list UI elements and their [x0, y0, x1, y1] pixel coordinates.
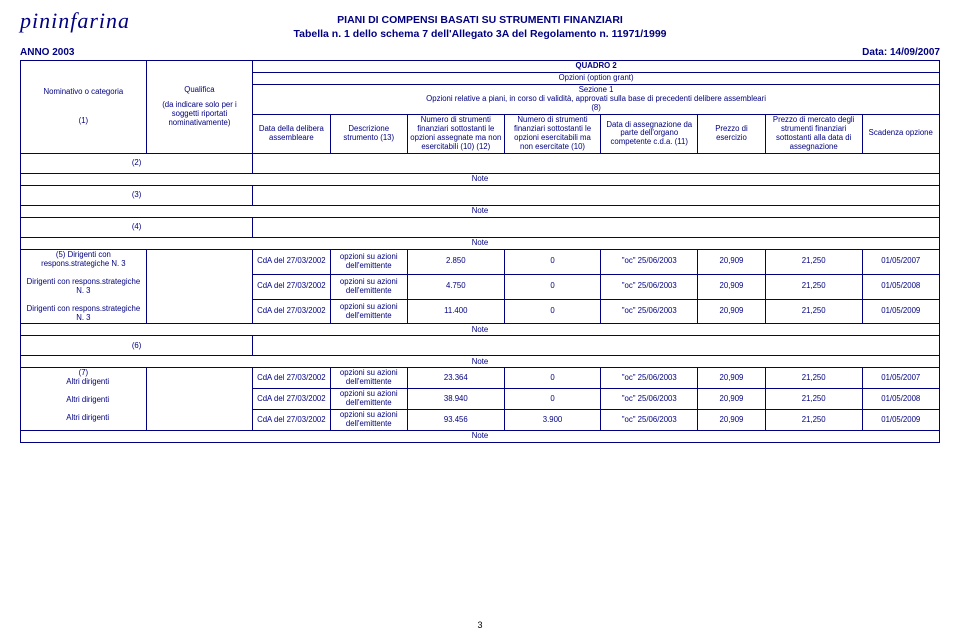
- row-5-2-cda: CdA del 27/03/2002: [253, 299, 330, 324]
- col-non-esercitate: Numero di strumenti finanziari sottostan…: [504, 115, 601, 154]
- row-7-2-opz: opzioni su azioni dell'emittente: [330, 410, 407, 431]
- head-nominativo-ref: (1): [23, 117, 144, 126]
- head-nominativo: Nominativo o categoria (1): [21, 61, 147, 154]
- row-2-idx: (2): [21, 153, 253, 173]
- row-7-1-v5: 21,250: [765, 389, 862, 410]
- row-5-2-v4: 20,909: [698, 299, 766, 324]
- row-5-2-opz: opzioni su azioni dell'emittente: [330, 299, 407, 324]
- row-7-2-v1: 93.456: [407, 410, 504, 431]
- row-5-1-v5: 21,250: [765, 274, 862, 299]
- date-label: Data: 14/09/2007: [862, 47, 940, 58]
- table-row: (5) Dirigenti con respons.strategiche N.…: [21, 249, 940, 274]
- title-line-1: PIANI DI COMPENSI BASATI SU STRUMENTI FI…: [20, 14, 940, 28]
- row-7-0-v5: 21,250: [765, 368, 862, 389]
- row-3-note: Note: [21, 205, 940, 217]
- document-title: PIANI DI COMPENSI BASATI SU STRUMENTI FI…: [20, 14, 940, 41]
- row-6-idx: (6): [21, 336, 253, 356]
- row-5-0-opz: opzioni su azioni dell'emittente: [330, 249, 407, 274]
- head-qualifica-text: Qualifica: [149, 86, 250, 95]
- row-5-2-name: Dirigenti con respons.strategiche N. 3: [27, 304, 141, 322]
- row-5-2-v5: 21,250: [765, 299, 862, 324]
- row-4-note: Note: [21, 237, 940, 249]
- row-5-0-v3: "oc" 25/06/2003: [601, 249, 698, 274]
- row-7-2-v5: 21,250: [765, 410, 862, 431]
- row-5-0-name: Dirigenti con respons.strategiche N. 3: [41, 250, 126, 268]
- row-7-1-v1: 38.940: [407, 389, 504, 410]
- row-7-2-v6: 01/05/2009: [862, 410, 939, 431]
- row-2-note: Note: [21, 173, 940, 185]
- row-5-2-v6: 01/05/2009: [862, 299, 939, 324]
- row-5-1-v2: 0: [504, 274, 601, 299]
- table-row: (7) Altri dirigenti Altri dirigenti Altr…: [21, 368, 940, 389]
- row-7-0-opz: opzioni su azioni dell'emittente: [330, 368, 407, 389]
- row-5-2-v3: "oc" 25/06/2003: [601, 299, 698, 324]
- col-prezzo-mercato: Prezzo di mercato degli strumenti finanz…: [765, 115, 862, 154]
- row-6-note: Note: [21, 356, 940, 368]
- row-5-0-v2: 0: [504, 249, 601, 274]
- row-7-2-v2: 3.900: [504, 410, 601, 431]
- row-7-1-v6: 01/05/2008: [862, 389, 939, 410]
- row-5-0-v5: 21,250: [765, 249, 862, 274]
- col-descrizione: Descrizione strumento (13): [330, 115, 407, 154]
- row-7-1-v2: 0: [504, 389, 601, 410]
- head-qualifica-sub: (da indicare solo per i soggetti riporta…: [149, 101, 250, 128]
- row-5-0-v1: 2.850: [407, 249, 504, 274]
- row-5-1-opz: opzioni su azioni dell'emittente: [330, 274, 407, 299]
- row-5-0-v4: 20,909: [698, 249, 766, 274]
- row-5-1-v6: 01/05/2008: [862, 274, 939, 299]
- row-4-idx: (4): [21, 217, 253, 237]
- row-5-2-v2: 0: [504, 299, 601, 324]
- row-7-1-name: Altri dirigenti: [66, 395, 109, 404]
- row-7-0-cda: CdA del 27/03/2002: [253, 368, 330, 389]
- row-7-0-v4: 20,909: [698, 368, 766, 389]
- col-scadenza: Scadenza opzione: [862, 115, 939, 154]
- quadro-header: QUADRO 2: [253, 61, 940, 73]
- row-5-1-cda: CdA del 27/03/2002: [253, 274, 330, 299]
- sezione-ref: (8): [255, 104, 937, 113]
- col-prezzo-esercizio: Prezzo di esercizio: [698, 115, 766, 154]
- row-5-1-v3: "oc" 25/06/2003: [601, 274, 698, 299]
- row-7-0-v2: 0: [504, 368, 601, 389]
- col-data-assegnazione: Data di assegnazione da parte dell'organ…: [601, 115, 698, 154]
- head-qualifica: Qualifica (da indicare solo per i sogget…: [146, 61, 252, 154]
- col-non-esercitabili: Numero di strumenti finanziari sottostan…: [407, 115, 504, 154]
- row-7-idx: (7): [79, 368, 89, 377]
- row-7-0-v1: 23.364: [407, 368, 504, 389]
- col-data-delibera: Data della delibera assembleare: [253, 115, 330, 154]
- row-7-note: Note: [21, 431, 940, 443]
- row-7-0-name: Altri dirigenti: [66, 377, 109, 386]
- row-7-1-v4: 20,909: [698, 389, 766, 410]
- head-nominativo-text: Nominativo o categoria: [23, 88, 144, 97]
- row-7-1-cda: CdA del 27/03/2002: [253, 389, 330, 410]
- row-7-1-v3: "oc" 25/06/2003: [601, 389, 698, 410]
- row-7-2-v3: "oc" 25/06/2003: [601, 410, 698, 431]
- row-7-2-cda: CdA del 27/03/2002: [253, 410, 330, 431]
- row-7-2-v4: 20,909: [698, 410, 766, 431]
- sezione-header: Sezione 1 Opzioni relative a piani, in c…: [253, 85, 940, 115]
- row-5-1-v1: 4.750: [407, 274, 504, 299]
- opzioni-grant-label: Opzioni (option grant): [253, 73, 940, 85]
- compensation-table: Nominativo o categoria (1) Qualifica (da…: [20, 60, 940, 443]
- row-7-2-name: Altri dirigenti: [66, 413, 109, 422]
- row-5-idx: (5): [56, 250, 66, 259]
- row-5-note: Note: [21, 324, 940, 336]
- row-5-1-name: Dirigenti con respons.strategiche N. 3: [27, 277, 141, 295]
- row-5-0-v6: 01/05/2007: [862, 249, 939, 274]
- row-5-1-v4: 20,909: [698, 274, 766, 299]
- year-label: ANNO 2003: [20, 47, 74, 58]
- page-number: 3: [477, 620, 482, 630]
- row-3-idx: (3): [21, 185, 253, 205]
- row-7-0-v3: "oc" 25/06/2003: [601, 368, 698, 389]
- row-5-2-v1: 11.400: [407, 299, 504, 324]
- row-5-0-cda: CdA del 27/03/2002: [253, 249, 330, 274]
- row-7-0-v6: 01/05/2007: [862, 368, 939, 389]
- title-line-2: Tabella n. 1 dello schema 7 dell'Allegat…: [20, 28, 940, 42]
- row-7-1-opz: opzioni su azioni dell'emittente: [330, 389, 407, 410]
